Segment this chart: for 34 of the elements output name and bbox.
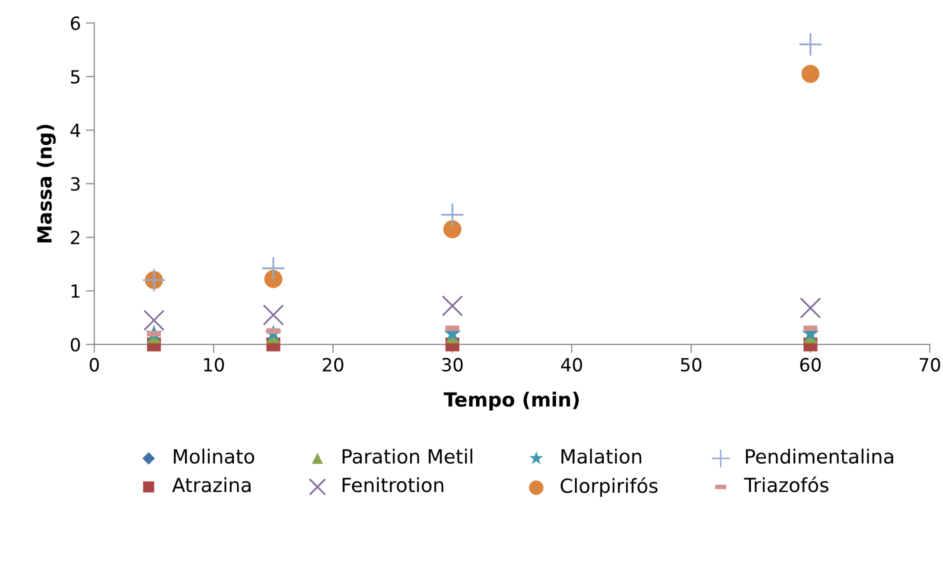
x-tick-label: 10 [204, 358, 224, 372]
legend-label: Atrazina [172, 477, 251, 492]
x-axis-title: Tempo (min) [444, 392, 579, 411]
x-tick-label: 20 [322, 358, 344, 372]
x-tick-label: 50 [680, 358, 702, 372]
point [442, 295, 463, 316]
x-tick-label: 0 [90, 358, 99, 372]
legend-label: Triazofós [744, 476, 828, 492]
x-tick-label: 60 [800, 358, 821, 372]
point [801, 64, 820, 83]
y-tick-label: 4 [70, 124, 80, 137]
x-tick-label: 30 [442, 358, 463, 372]
point [800, 297, 821, 319]
y-tick-label: 6 [70, 16, 80, 30]
x-tick-label: 70 [920, 358, 940, 372]
y-tick-label: 1 [72, 284, 80, 298]
point [443, 220, 462, 238]
y-tick-label: 2 [70, 230, 80, 244]
legend-label: Paration Metil [342, 448, 472, 464]
point [799, 33, 822, 56]
y-tick-label: 5 [71, 70, 80, 84]
y-tick-label: 0 [70, 338, 80, 352]
legend-label: Pendimentalina [746, 448, 894, 464]
point [143, 310, 165, 331]
point [441, 204, 464, 226]
legend-label: Fenitrotion [342, 477, 444, 492]
y-axis-title: Massa (ng) [36, 124, 56, 242]
point [264, 270, 282, 288]
legend-label: Clorpirifós [560, 477, 658, 497]
legend-label: Molinato [174, 448, 254, 464]
point [262, 304, 284, 326]
x-tick-label: 40 [561, 358, 582, 372]
legend-label: Malation [562, 448, 642, 464]
y-tick-label: 3 [70, 177, 80, 191]
